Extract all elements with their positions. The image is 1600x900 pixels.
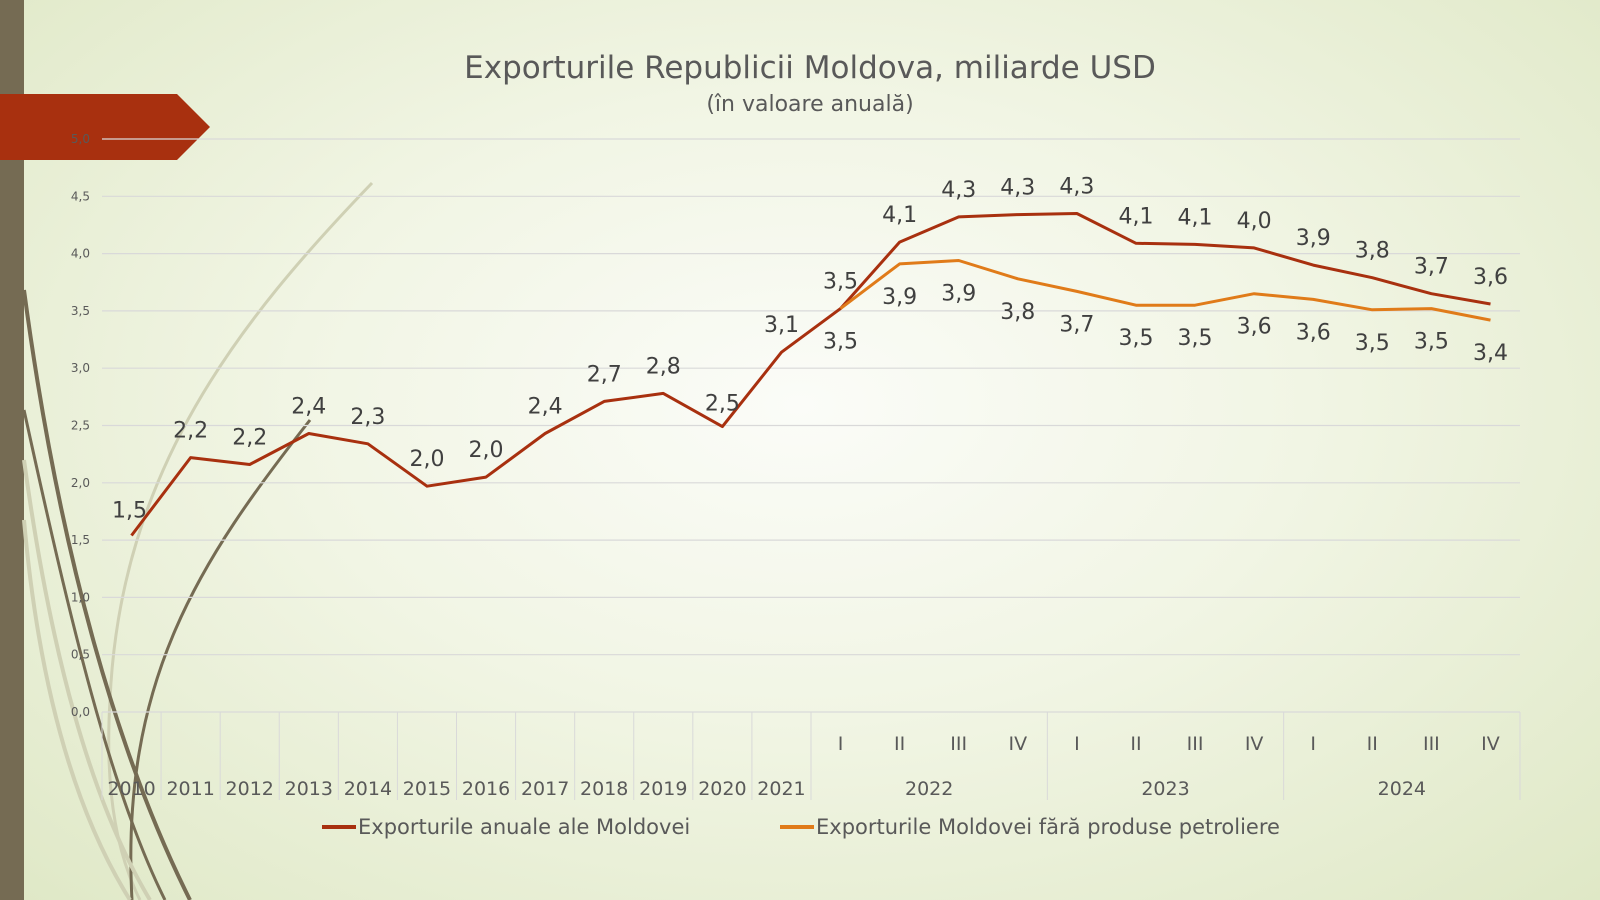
x-year-label: 2011 (166, 778, 214, 800)
data-label-annual: 3,6 (1473, 265, 1508, 290)
x-quarter-label: I (1074, 733, 1080, 755)
x-group-label: 2023 (1141, 778, 1189, 800)
x-axis: 2010 2011 2012 2013 2014 2015 2016 2017 2018 2019… (101, 712, 1521, 800)
x-quarter-label: III (1423, 733, 1440, 755)
legend-label-2: Exporturile Moldovei fără produse petrol… (816, 815, 1280, 839)
deco-curve-3 (22, 289, 192, 900)
data-label-annual: 4,1 (1178, 205, 1213, 230)
legend: Exporturile anuale ale Moldovei Exporturi… (322, 815, 1280, 839)
y-tick-label: 4,5 (71, 189, 90, 203)
data-label-annual: 2,2 (173, 419, 208, 444)
series-lines (130, 212, 1491, 537)
x-quarter-label: III (1187, 733, 1204, 755)
data-label-annual: 4,1 (882, 203, 917, 228)
y-tick-label: 0,0 (71, 705, 90, 719)
data-label-annual: 4,1 (1118, 204, 1153, 229)
data-label-annual: 3,7 (1414, 255, 1449, 280)
x-quarter-label: I (1310, 733, 1316, 755)
gridlines (102, 138, 1520, 713)
data-label-annual: 3,9 (1296, 226, 1331, 251)
data-label-annual: 3,8 (1355, 239, 1390, 264)
data-label-non-oil: 3,7 (1059, 312, 1094, 337)
x-year-label: 2016 (462, 778, 510, 800)
data-label-annual: 2,4 (291, 395, 326, 420)
x-quarter-label: IV (1245, 733, 1264, 755)
x-year-label: 2021 (757, 778, 805, 800)
x-year-label: 2014 (344, 778, 392, 800)
data-label-non-oil: 3,5 (1355, 331, 1390, 356)
y-tick-label: 1,5 (71, 533, 90, 547)
x-quarter-label: III (950, 733, 967, 755)
data-label-non-oil: 3,6 (1237, 315, 1272, 340)
data-label-non-oil: 3,4 (1473, 341, 1508, 366)
x-year-label: 2020 (698, 778, 746, 800)
x-year-label: 2013 (285, 778, 333, 800)
deco-curve-4 (22, 409, 167, 900)
data-label-annual: 2,2 (232, 425, 267, 450)
y-tick-label: 0,5 (71, 648, 90, 662)
y-tick-label: 2,0 (71, 476, 90, 490)
y-tick-label: 1,0 (71, 590, 90, 604)
data-labels: 1,5 2,2 2,2 2,4 2,3 2,0 2,0 2,4 2,7 2,8 2,5 3,1 3,5 4… (112, 174, 1508, 523)
deco-curve-6 (22, 519, 132, 900)
data-label-annual: 3,5 (823, 270, 858, 295)
data-label-annual: 1,5 (112, 499, 147, 524)
series-line-2 (839, 259, 1491, 322)
x-quarter-label: II (894, 733, 905, 755)
data-label-non-oil: 3,6 (1296, 320, 1331, 345)
data-label-annual: 2,8 (646, 354, 681, 379)
x-quarter-label: II (1130, 733, 1141, 755)
y-axis: 0,0 0,5 1,0 1,5 2,0 2,5 3,0 3,5 4,0 4,5 5,0 (71, 132, 90, 719)
data-label-non-oil: 3,5 (1178, 326, 1213, 351)
x-quarter-label: II (1367, 733, 1378, 755)
chart-title: Exporturile Republicii Moldova, miliarde… (464, 50, 1156, 86)
y-tick-label: 3,0 (71, 361, 90, 375)
data-label-annual: 4,3 (941, 178, 976, 203)
x-quarter-label: IV (1008, 733, 1027, 755)
decorative-curves (22, 181, 374, 900)
data-label-annual: 4,0 (1237, 209, 1272, 234)
x-quarter-label: I (838, 733, 844, 755)
x-group-label: 2022 (905, 778, 953, 800)
deco-curve-2 (129, 419, 312, 900)
y-tick-label: 4,0 (71, 247, 90, 261)
data-label-annual: 2,5 (705, 392, 740, 417)
data-label-annual: 4,3 (1059, 174, 1094, 199)
x-year-label: 2010 (107, 778, 155, 800)
y-tick-label: 2,5 (71, 419, 90, 433)
data-label-annual: 2,7 (587, 362, 622, 387)
x-year-label: 2015 (403, 778, 451, 800)
x-quarter-label: IV (1481, 733, 1500, 755)
data-label-annual: 2,4 (528, 395, 563, 420)
data-label-annual: 2,0 (469, 438, 504, 463)
deco-curve-5 (22, 459, 152, 900)
data-label-non-oil: 3,5 (823, 330, 858, 355)
y-tick-label: 5,0 (71, 132, 90, 146)
series-line-1 (130, 212, 1491, 537)
data-label-non-oil: 3,5 (1118, 326, 1153, 351)
data-label-non-oil: 3,9 (941, 281, 976, 306)
data-label-annual: 3,1 (764, 313, 799, 338)
data-label-annual: 2,0 (409, 447, 444, 472)
x-year-label: 2017 (521, 778, 569, 800)
data-label-annual: 2,3 (350, 405, 385, 430)
x-year-label: 2019 (639, 778, 687, 800)
data-label-non-oil: 3,9 (882, 285, 917, 310)
title-arrow-shape (0, 94, 210, 160)
x-year-label: 2018 (580, 778, 628, 800)
data-label-annual: 4,3 (1000, 176, 1035, 201)
x-year-label: 2012 (226, 778, 274, 800)
x-group-label: 2024 (1378, 778, 1426, 800)
data-label-non-oil: 3,8 (1000, 300, 1035, 325)
data-label-non-oil: 3,5 (1414, 330, 1449, 355)
chart-subtitle: (în valoare anuală) (706, 92, 913, 117)
legend-label-1: Exporturile anuale ale Moldovei (358, 815, 690, 839)
y-tick-label: 3,5 (71, 304, 90, 318)
